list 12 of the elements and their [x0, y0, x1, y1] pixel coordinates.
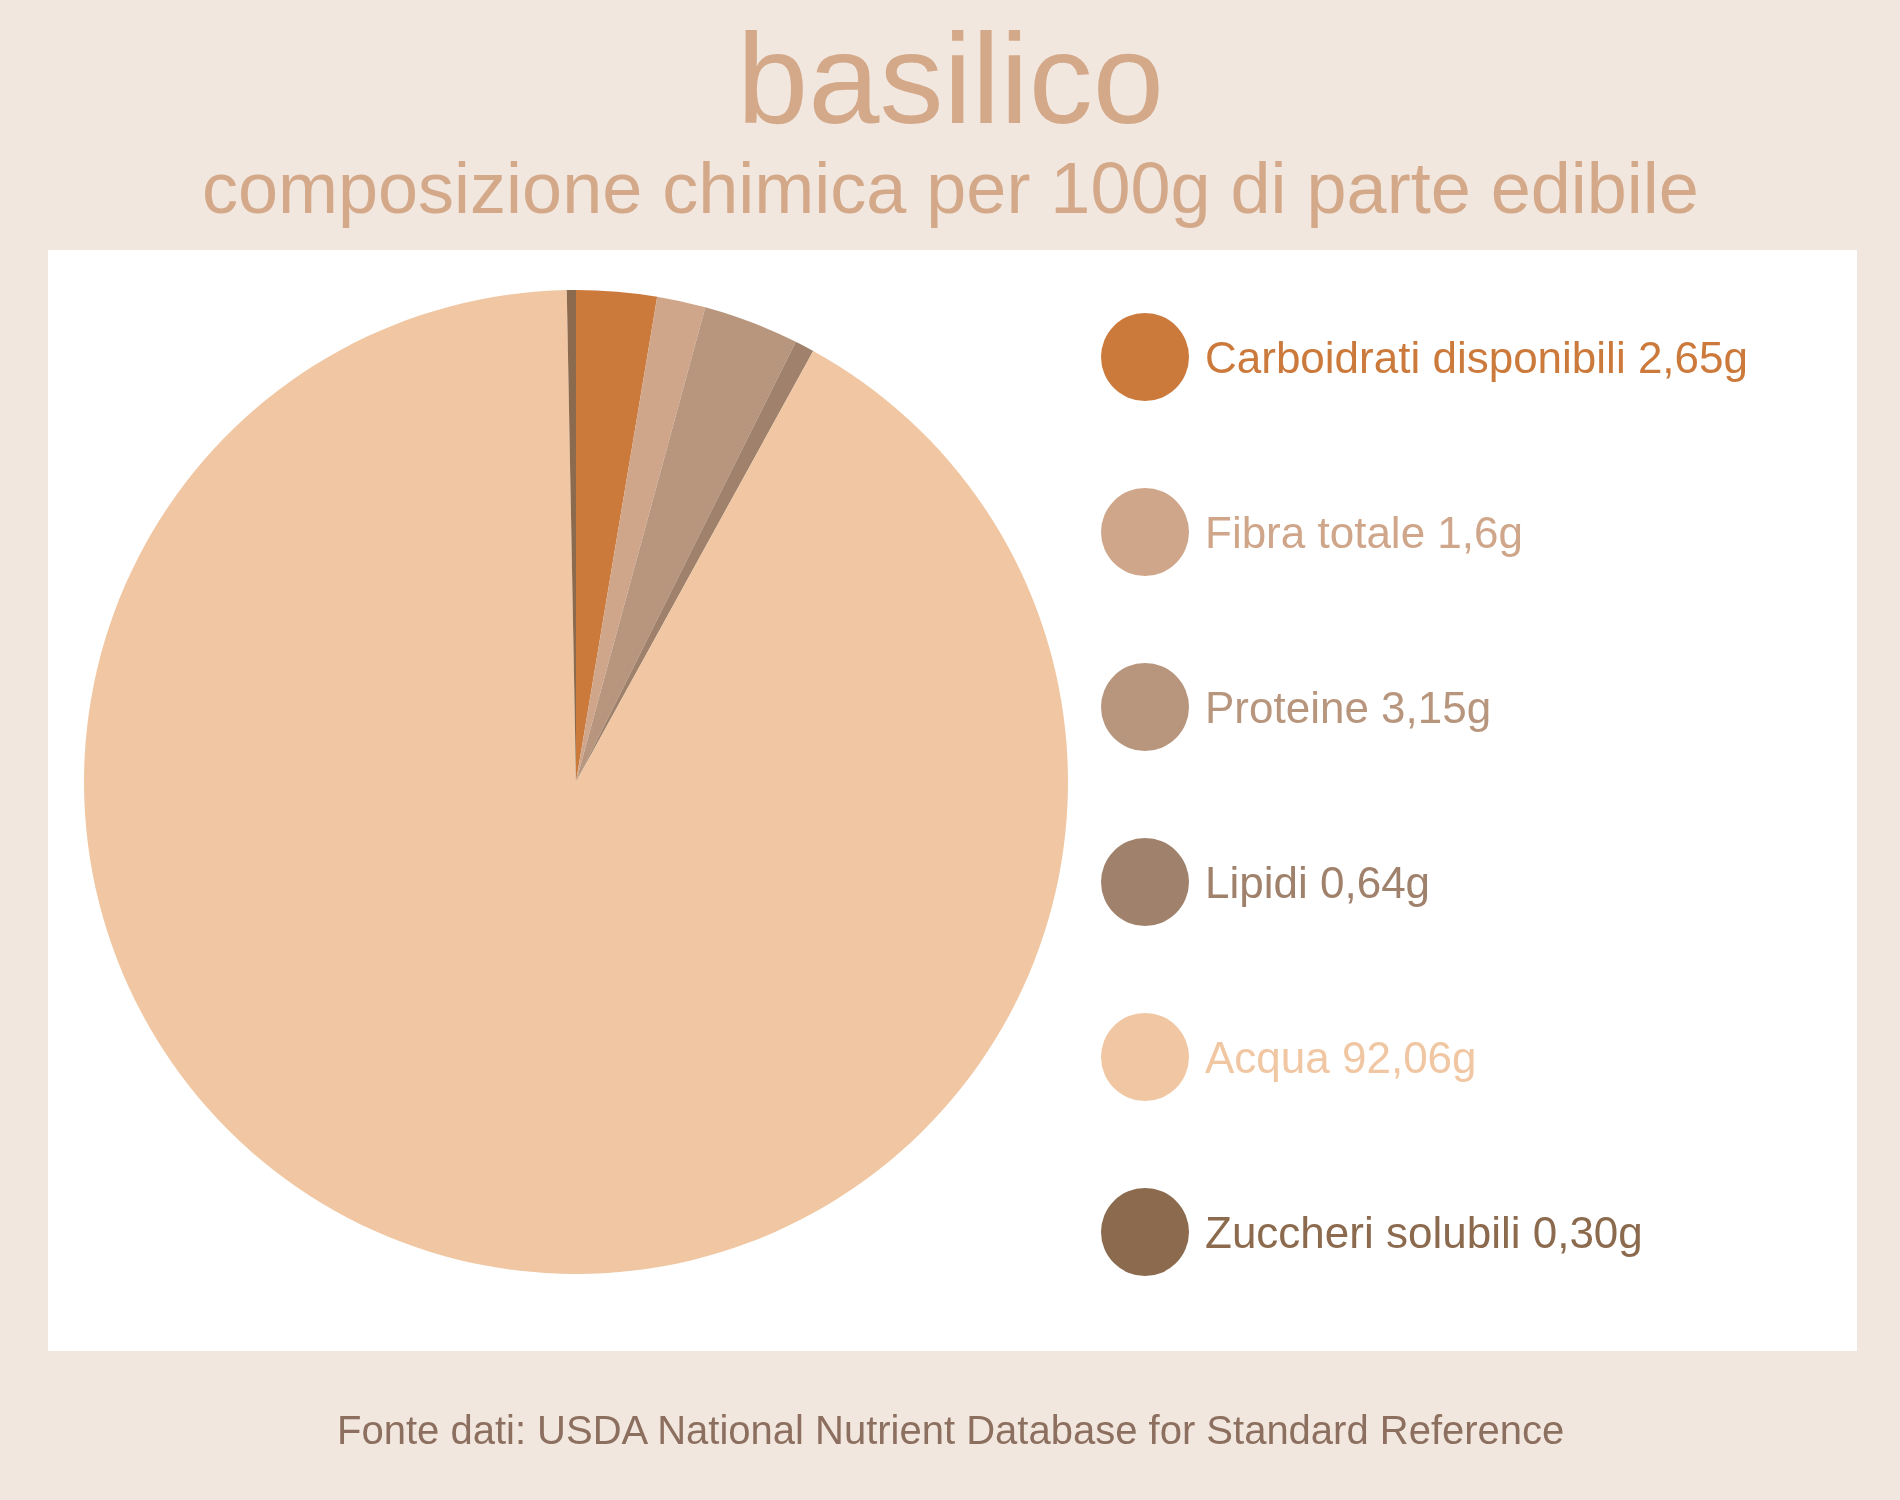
chart-subtitle: composizione chimica per 100g di parte edibile	[202, 148, 1699, 228]
pie-slice	[84, 290, 1068, 1274]
pie-slice	[576, 290, 658, 782]
legend-label: Fibra totale 1,6g	[1205, 508, 1523, 557]
legend-label: Carboidrati disponibili 2,65g	[1205, 333, 1748, 382]
source-note: Fonte dati: USDA National Nutrient Database for Standard Reference	[337, 1408, 1565, 1452]
pie-slice	[576, 296, 706, 782]
legend-label: Proteine 3,15g	[1205, 683, 1492, 732]
chart-title: basilico	[737, 7, 1164, 150]
legend-label: Lipidi 0,64g	[1205, 858, 1431, 907]
legend-label: Acqua 92,06g	[1205, 1033, 1477, 1082]
legend-label: Zuccheri solubili 0,30g	[1205, 1208, 1643, 1257]
